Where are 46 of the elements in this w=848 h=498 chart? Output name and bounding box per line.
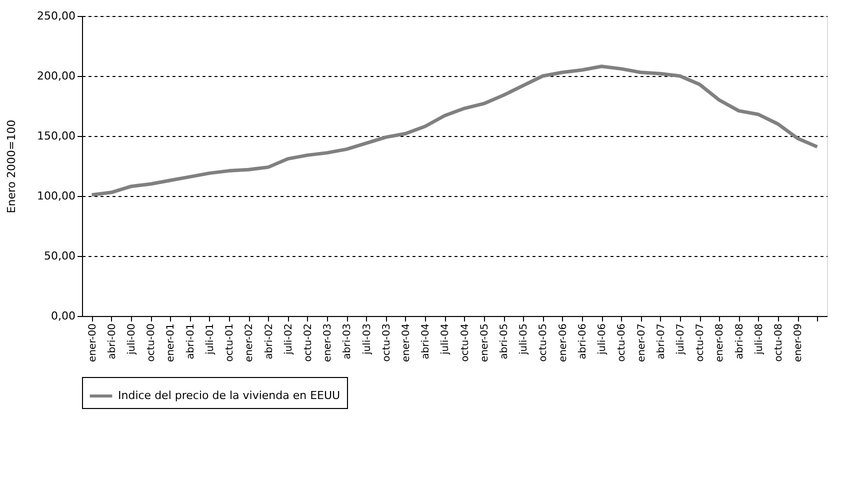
x-tick-label: octu-08 xyxy=(773,324,784,362)
x-tick-label: octu-04 xyxy=(460,324,471,362)
x-tick-label: juli-02 xyxy=(283,324,294,356)
x-tick-label: octu-03 xyxy=(381,324,392,362)
x-tick-label: ener-00 xyxy=(87,324,98,362)
x-tick-label: octu-06 xyxy=(616,324,628,362)
y-tick-label: 250,00 xyxy=(37,10,76,22)
x-tick-label: ener-05 xyxy=(479,324,490,362)
x-tick-label: abri-03 xyxy=(342,324,354,360)
x-tick-label: octu-05 xyxy=(538,324,550,362)
y-tick-label: 200,00 xyxy=(37,70,76,82)
x-tick-label: octu-01 xyxy=(224,324,236,362)
x-tick-label: ener-07 xyxy=(636,324,648,362)
x-tick-label: ener-06 xyxy=(558,324,569,362)
x-tick-label: abri-02 xyxy=(264,324,275,360)
y-tick-label: 100,00 xyxy=(37,190,76,202)
x-tick-label: octu-02 xyxy=(302,324,314,362)
y-axis-title: Enero 2000=100 xyxy=(5,120,18,214)
x-tick-label: abri-04 xyxy=(420,324,432,360)
x-tick-label: abri-08 xyxy=(734,324,746,360)
y-tick-label: 0,00 xyxy=(51,310,76,322)
x-tick-label: ener-09 xyxy=(793,324,804,362)
x-tick-label: octu-00 xyxy=(146,324,158,362)
x-tick-label: juli-01 xyxy=(204,324,216,356)
line-series xyxy=(90,64,819,197)
x-tick-label: juli-08 xyxy=(754,324,765,356)
x-tick-label: ener-02 xyxy=(244,324,256,362)
x-tick-label: juli-05 xyxy=(518,324,530,356)
x-tick-label: ener-08 xyxy=(714,324,726,362)
x-tick-label: juli-06 xyxy=(597,324,608,356)
x-tick-label: juli-04 xyxy=(440,324,452,356)
x-tick-label: ener-04 xyxy=(400,324,412,362)
x-tick-label: juli-00 xyxy=(126,324,138,356)
x-tick-label: juli-07 xyxy=(675,324,686,356)
y-tick-label: 150,00 xyxy=(37,130,76,142)
x-tick-label: abri-05 xyxy=(499,324,510,360)
x-tick-label: abri-00 xyxy=(106,324,118,360)
x-tick-label: abri-01 xyxy=(185,324,196,360)
x-tick-label: abri-07 xyxy=(656,324,667,360)
y-tick-label: 50,00 xyxy=(44,250,76,262)
x-tick-label: juli-03 xyxy=(362,324,373,356)
x-tick-label: ener-01 xyxy=(166,324,177,362)
x-tick-label: ener-03 xyxy=(322,324,334,362)
legend-label: Indice del precio de la vivienda en EEUU xyxy=(118,389,340,402)
x-tick-label: octu-07 xyxy=(695,324,706,362)
x-tick-label: abri-06 xyxy=(577,324,588,360)
